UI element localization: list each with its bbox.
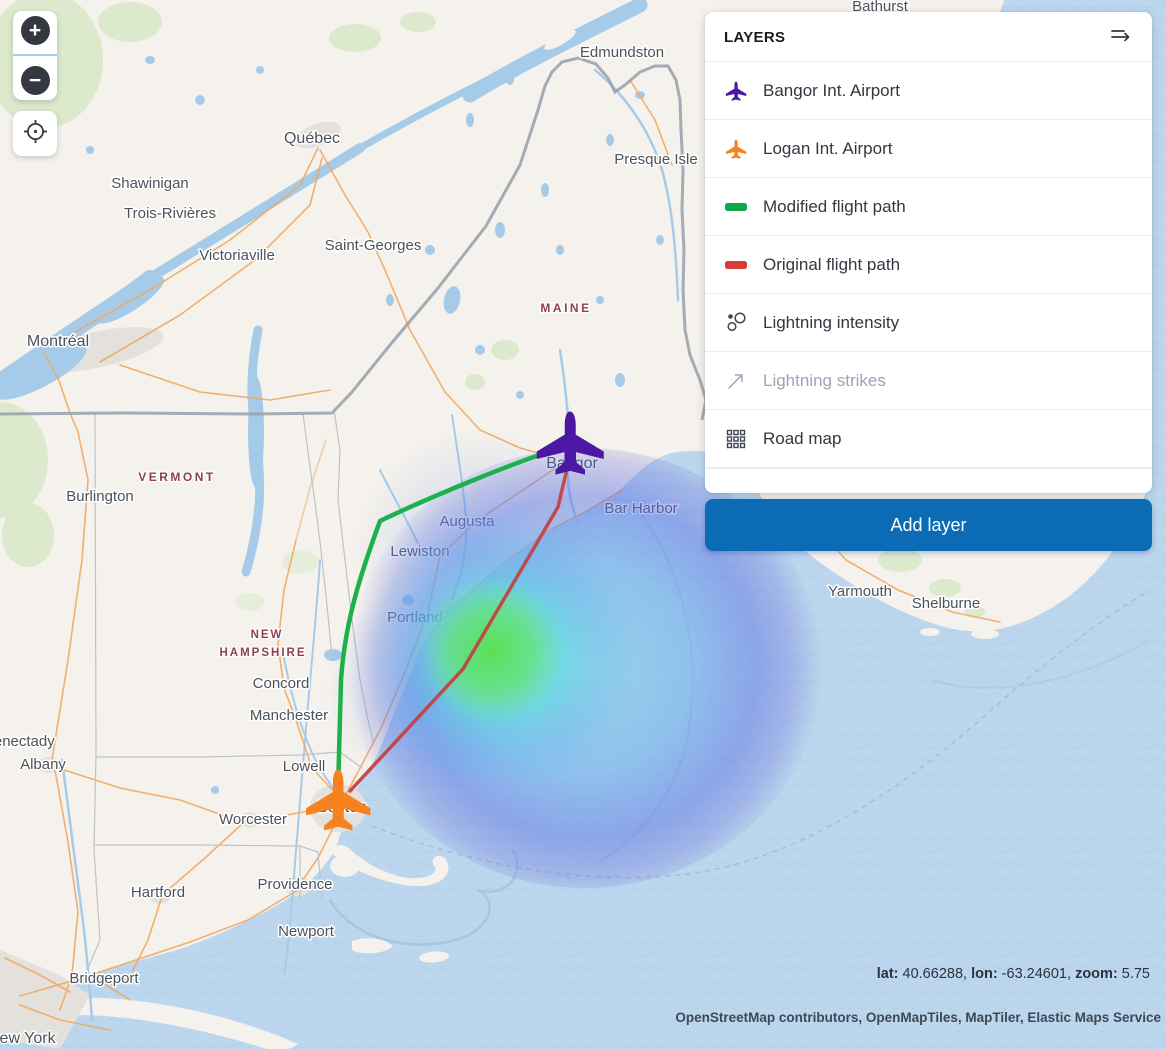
city-label: Worcester [219, 811, 287, 828]
layer-row-lightning-intensity[interactable]: Lightning intensity [705, 294, 1152, 352]
grid-icon [724, 429, 748, 449]
layer-row-original-flight-path[interactable]: Original flight path [705, 236, 1152, 294]
city-label: Hartford [131, 884, 185, 901]
line-swatch-icon [724, 260, 748, 270]
coordinates-readout: lat: 40.66288, lon: -63.24601, zoom: 5.7… [877, 966, 1150, 982]
lightning-intensity-heatmap [323, 428, 822, 888]
zoom-label: zoom: [1075, 966, 1118, 982]
line-swatch-icon [724, 202, 748, 212]
lat-label: lat: [876, 966, 899, 982]
heatmap-circles-icon [724, 312, 748, 333]
city-label: Burlington [66, 488, 134, 505]
state-label: HAMPSHIRE [219, 647, 306, 659]
layer-row-road-map[interactable]: Road map [705, 410, 1152, 468]
city-label: Manchester [250, 707, 328, 724]
layers-panel-header: LAYERS [705, 12, 1152, 62]
modified-flight-path[interactable] [335, 445, 564, 795]
city-label: Yarmouth [828, 583, 892, 600]
layers-panel-footer [705, 468, 1152, 493]
lat-value: 40.66288, [898, 966, 972, 982]
canada-border [0, 56, 708, 421]
city-label: Albany [20, 756, 66, 773]
crosshair-icon [22, 118, 49, 150]
layer-row-logan-airport[interactable]: Logan Int. Airport [705, 120, 1152, 178]
city-label: Providence [257, 876, 332, 893]
locate-button[interactable] [13, 111, 57, 156]
layer-row-modified-flight-path[interactable]: Modified flight path [705, 178, 1152, 236]
region-labels: MAINE VERMONT NEW HAMPSHIRE [137, 300, 591, 661]
plane-icon [724, 138, 748, 160]
state-label: MAINE [540, 301, 591, 315]
add-layer-button[interactable]: Add layer [705, 499, 1152, 551]
layer-row-bangor-airport[interactable]: Bangor Int. Airport [705, 62, 1152, 120]
lakes [0, 30, 664, 794]
city-label: Edmundston [580, 44, 664, 61]
layer-label: Original flight path [763, 254, 901, 274]
lon-label: lon: [971, 966, 998, 982]
city-label: Newport [278, 923, 335, 940]
state-label: VERMONT [138, 470, 216, 484]
city-label: Shelburne [912, 595, 980, 612]
layer-label: Modified flight path [763, 196, 906, 216]
city-label: Saint-Georges [325, 237, 422, 254]
city-label: New York [0, 1030, 57, 1047]
city-label: Lowell [283, 758, 326, 775]
city-label: Presque Isle [614, 151, 697, 168]
city-label: Montréal [27, 333, 89, 350]
layer-label: Logan Int. Airport [763, 138, 893, 158]
menu-right-icon [1110, 26, 1133, 48]
zoom-out-button[interactable]: − [20, 66, 50, 96]
zoom-controls: + − [13, 11, 57, 100]
city-label: Victoriaville [199, 247, 275, 264]
layers-panel-title: LAYERS [724, 28, 786, 46]
original-flight-path[interactable] [348, 454, 572, 793]
layer-label: Lightning strikes [763, 370, 886, 390]
city-label: Schenectady [0, 733, 55, 750]
city-label: Shawinigan [111, 175, 189, 192]
zoom-in-button[interactable]: + [20, 15, 50, 45]
zoom-divider [13, 54, 57, 57]
layer-row-lightning-strikes[interactable]: Lightning strikes [705, 352, 1152, 410]
city-label: Québec [284, 130, 340, 147]
city-label: Bridgeport [69, 970, 139, 987]
layer-label: Lightning intensity [763, 312, 900, 332]
layers-panel: LAYERS Bangor Int. Airport [705, 12, 1152, 493]
map-attribution[interactable]: OpenStreetMap contributors, OpenMapTiles… [675, 1010, 1161, 1025]
state-label: NEW [251, 629, 284, 641]
city-label: Trois-Rivières [124, 205, 216, 222]
layer-label: Bangor Int. Airport [763, 80, 901, 100]
plane-icon [724, 80, 748, 102]
zoom-value: 5.75 [1117, 966, 1150, 982]
city-label: Concord [253, 675, 310, 692]
trend-arrow-icon [724, 371, 748, 391]
collapse-panel-button[interactable] [1110, 26, 1133, 48]
layer-label: Road map [763, 428, 842, 448]
lon-value: -63.24601, [997, 966, 1076, 982]
